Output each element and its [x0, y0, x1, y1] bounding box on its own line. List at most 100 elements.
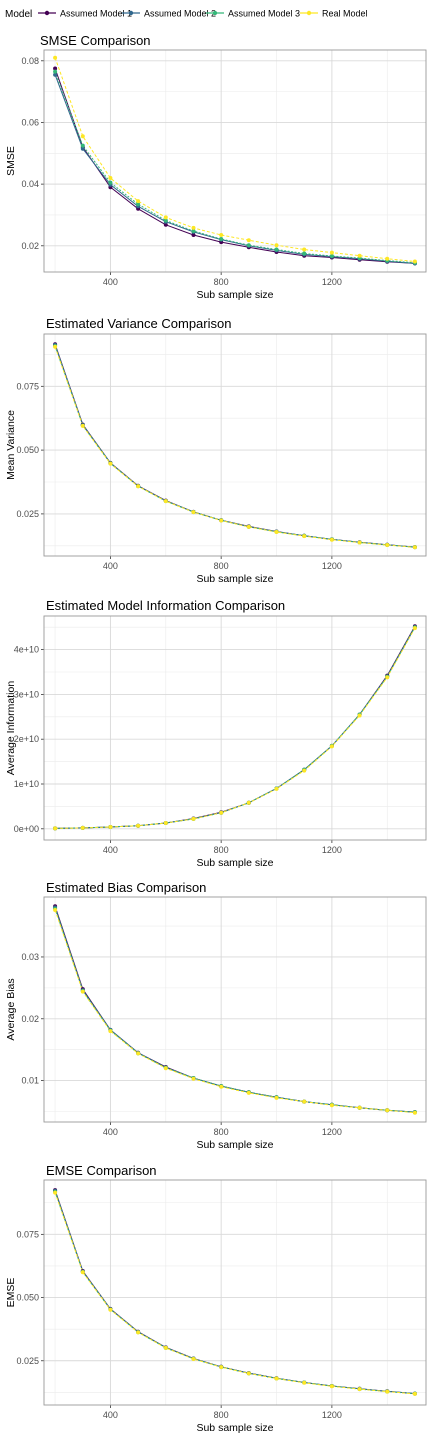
data-point	[412, 545, 417, 550]
x-axis-label: Sub sample size	[196, 289, 273, 301]
plot-border	[43, 49, 427, 273]
legend-item: Assumed Model 3	[206, 9, 300, 19]
x-tick-label: 1200	[322, 561, 342, 571]
data-point	[274, 1376, 279, 1381]
y-tick-label: 0.02	[21, 1014, 39, 1024]
legend-point-swatch	[212, 10, 218, 16]
y-tick-label: 0.02	[21, 241, 39, 251]
data-point	[246, 238, 251, 243]
data-point	[357, 1105, 362, 1110]
data-point	[246, 243, 251, 248]
legend-label: Real Model	[322, 9, 368, 19]
data-point	[136, 202, 141, 207]
data-point	[412, 626, 417, 631]
data-point	[412, 259, 417, 264]
data-point	[191, 1357, 196, 1361]
plot-background	[44, 50, 426, 272]
data-point	[274, 1095, 279, 1100]
data-point	[136, 199, 141, 204]
y-tick-label: 3e+10	[14, 689, 39, 699]
data-point	[53, 826, 58, 831]
data-point	[385, 675, 390, 680]
y-tick-label: 4e+10	[14, 645, 39, 655]
data-point	[163, 218, 168, 223]
legend-point-swatch	[128, 10, 134, 16]
data-point	[246, 1090, 251, 1095]
data-point	[274, 530, 279, 534]
x-tick-label: 400	[103, 1410, 118, 1420]
data-point	[357, 253, 362, 258]
x-tick-label: 800	[214, 1410, 229, 1420]
x-tick-label: 400	[103, 561, 118, 571]
data-point	[191, 510, 196, 515]
series-line	[54, 74, 415, 264]
plot-border	[43, 615, 427, 841]
data-point	[136, 823, 141, 828]
x-tick-label: 800	[214, 561, 229, 571]
x-tick-label: 400	[103, 277, 118, 287]
series-line	[54, 1192, 415, 1395]
x-tick-label: 1200	[322, 1410, 342, 1420]
plot-border	[43, 1179, 427, 1406]
data-point	[219, 810, 224, 815]
data-point	[163, 499, 168, 504]
x-tick-label: 800	[214, 845, 229, 855]
data-point	[53, 908, 58, 912]
data-point	[302, 1380, 307, 1385]
data-point	[385, 543, 390, 547]
plot-background	[44, 897, 426, 1122]
y-tick-label: 0.050	[16, 1293, 39, 1303]
data-point	[80, 146, 85, 151]
data-point	[108, 825, 113, 829]
data-point	[53, 55, 58, 60]
data-point	[302, 251, 307, 256]
data-point	[108, 1307, 113, 1312]
legend-label: Assumed Model 1	[60, 9, 132, 19]
data-point	[412, 1110, 417, 1115]
x-tick-label: 800	[214, 277, 229, 287]
data-point	[329, 250, 334, 255]
data-point	[219, 237, 224, 241]
data-point	[108, 180, 113, 185]
data-point	[163, 821, 168, 825]
x-axis-label: Sub sample size	[196, 573, 273, 585]
series-line	[54, 68, 415, 264]
plot-border	[43, 896, 427, 1123]
x-tick-label: 1200	[322, 277, 342, 287]
data-point	[53, 72, 58, 77]
data-point	[191, 225, 196, 230]
data-point	[80, 134, 85, 139]
y-tick-label: 0.050	[16, 445, 39, 455]
data-point	[357, 540, 362, 545]
data-point	[385, 1389, 390, 1394]
data-point	[302, 768, 307, 773]
data-point	[329, 537, 334, 542]
x-tick-label: 800	[214, 1127, 229, 1137]
series-line	[55, 626, 416, 829]
data-point	[163, 215, 168, 220]
data-point	[80, 989, 85, 994]
data-point	[219, 233, 224, 237]
y-tick-label: 1e+10	[14, 779, 39, 789]
legend: Model Assumed Model 1 Assumed Model 2 Assu…	[5, 9, 368, 21]
legend-point-swatch	[44, 10, 50, 16]
data-point	[385, 256, 390, 261]
legend-item: Assumed Model 2	[122, 9, 216, 19]
series-line	[55, 627, 416, 829]
data-point	[246, 1371, 251, 1376]
plot-background	[44, 334, 426, 556]
plot-background	[44, 1180, 426, 1405]
data-point	[191, 233, 196, 237]
chart-title: EMSE Comparison	[46, 1163, 157, 1178]
y-tick-label: 0.075	[16, 381, 39, 391]
data-point	[80, 143, 85, 148]
legend-label: Assumed Model 2	[144, 9, 216, 19]
data-point	[274, 247, 279, 252]
data-point	[108, 176, 113, 180]
data-point	[53, 1190, 58, 1195]
y-tick-label: 0.06	[21, 117, 39, 127]
chart-panel: 400 800 1200 0e+00 1e+10 2e+10 3e+10 4e+10 Estim…	[5, 598, 427, 869]
